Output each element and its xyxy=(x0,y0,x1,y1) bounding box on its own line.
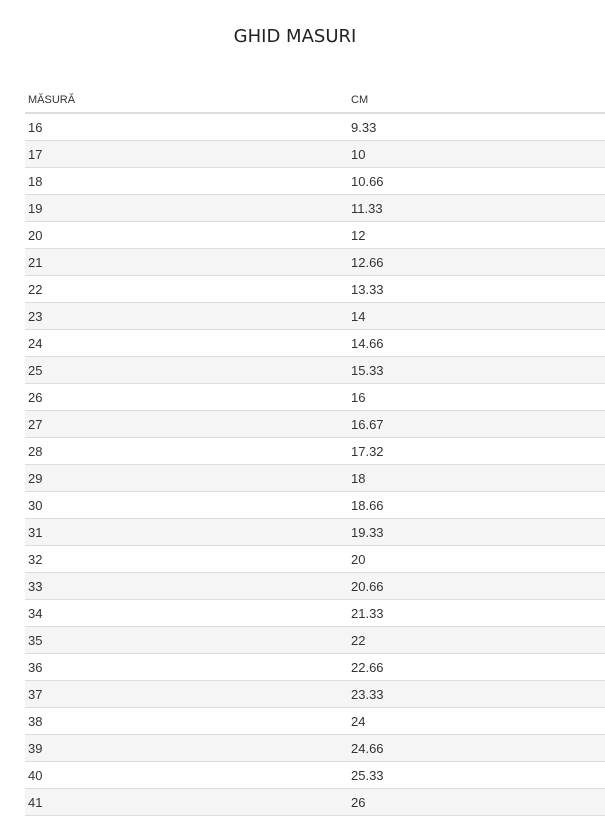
cm-cell: 23.33 xyxy=(348,680,605,708)
size-cell: 33 xyxy=(25,572,348,600)
table-row: 31 19.33 xyxy=(25,518,605,546)
cm-cell: 20.66 xyxy=(348,572,605,600)
cm-cell: 10.66 xyxy=(348,167,605,195)
size-cell: 41 xyxy=(25,788,348,816)
table-row: 32 20 xyxy=(25,545,605,573)
size-cell: 35 xyxy=(25,626,348,654)
size-cell: 16 xyxy=(25,113,348,141)
cm-cell: 16.67 xyxy=(348,410,605,438)
size-cell: 22 xyxy=(25,275,348,303)
table-row: 38 24 xyxy=(25,707,605,735)
table-row: 40 25.33 xyxy=(25,761,605,789)
size-cell: 30 xyxy=(25,491,348,519)
table-row: 29 18 xyxy=(25,464,605,492)
table-row: 18 10.66 xyxy=(25,167,605,195)
cm-cell: 11.33 xyxy=(348,194,605,222)
size-cell: 38 xyxy=(25,707,348,735)
cm-cell: 19.33 xyxy=(348,518,605,546)
size-cell: 20 xyxy=(25,221,348,249)
size-cell: 23 xyxy=(25,302,348,330)
cm-cell: 25.33 xyxy=(348,761,605,789)
size-cell: 36 xyxy=(25,653,348,681)
size-cell: 27 xyxy=(25,410,348,438)
cm-cell: 9.33 xyxy=(348,113,605,141)
table-row: 22 13.33 xyxy=(25,275,605,303)
cm-cell: 17.32 xyxy=(348,437,605,465)
cm-cell: 15.33 xyxy=(348,356,605,384)
size-cell: 18 xyxy=(25,167,348,195)
table-row: 41 26 xyxy=(25,788,605,816)
table-row: 20 12 xyxy=(25,221,605,249)
table-row: 28 17.32 xyxy=(25,437,605,465)
size-cell: 28 xyxy=(25,437,348,465)
size-cell: 24 xyxy=(25,329,348,357)
table-row: 25 15.33 xyxy=(25,356,605,384)
column-header-cm: CM xyxy=(348,88,605,114)
table-row: 37 23.33 xyxy=(25,680,605,708)
size-guide-table: MĂSURĂ CM 16 9.33 17 10 18 10.66 19 11.33 20 12 21… xyxy=(25,88,605,816)
size-cell: 34 xyxy=(25,599,348,627)
page-title: GHID MASURI xyxy=(233,26,357,47)
cm-cell: 16 xyxy=(348,383,605,411)
cm-cell: 26 xyxy=(348,788,605,816)
table-row: 16 9.33 xyxy=(25,113,605,141)
size-cell: 17 xyxy=(25,140,348,168)
table-row: 21 12.66 xyxy=(25,248,605,276)
table-row: 26 16 xyxy=(25,383,605,411)
size-cell: 29 xyxy=(25,464,348,492)
table-row: 17 10 xyxy=(25,140,605,168)
table-row: 24 14.66 xyxy=(25,329,605,357)
cm-cell: 18.66 xyxy=(348,491,605,519)
cm-cell: 13.33 xyxy=(348,275,605,303)
size-cell: 32 xyxy=(25,545,348,573)
cm-cell: 14.66 xyxy=(348,329,605,357)
cm-cell: 20 xyxy=(348,545,605,573)
cm-cell: 22 xyxy=(348,626,605,654)
table-row: 30 18.66 xyxy=(25,491,605,519)
table-row: 34 21.33 xyxy=(25,599,605,627)
size-cell: 31 xyxy=(25,518,348,546)
size-cell: 40 xyxy=(25,761,348,789)
cm-cell: 18 xyxy=(348,464,605,492)
size-cell: 19 xyxy=(25,194,348,222)
table-header-row: MĂSURĂ CM xyxy=(25,88,605,114)
cm-cell: 12.66 xyxy=(348,248,605,276)
cm-cell: 24 xyxy=(348,707,605,735)
size-cell: 39 xyxy=(25,734,348,762)
cm-cell: 12 xyxy=(348,221,605,249)
cm-cell: 14 xyxy=(348,302,605,330)
table-row: 27 16.67 xyxy=(25,410,605,438)
table-row: 39 24.66 xyxy=(25,734,605,762)
cm-cell: 24.66 xyxy=(348,734,605,762)
size-cell: 25 xyxy=(25,356,348,384)
size-cell: 26 xyxy=(25,383,348,411)
size-cell: 21 xyxy=(25,248,348,276)
table-row: 33 20.66 xyxy=(25,572,605,600)
table-row: 35 22 xyxy=(25,626,605,654)
table-row: 19 11.33 xyxy=(25,194,605,222)
size-cell: 37 xyxy=(25,680,348,708)
cm-cell: 22.66 xyxy=(348,653,605,681)
column-header-size: MĂSURĂ xyxy=(25,88,348,114)
cm-cell: 10 xyxy=(348,140,605,168)
table-row: 23 14 xyxy=(25,302,605,330)
cm-cell: 21.33 xyxy=(348,599,605,627)
table-row: 36 22.66 xyxy=(25,653,605,681)
